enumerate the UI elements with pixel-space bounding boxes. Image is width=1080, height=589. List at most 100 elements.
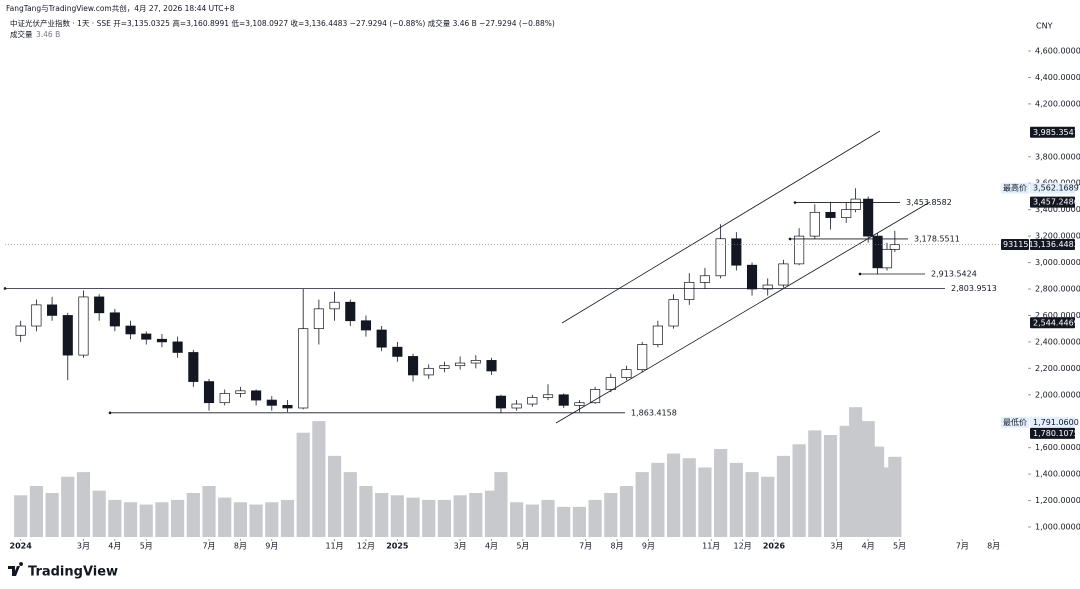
candle-body: [188, 352, 199, 382]
candle-body: [746, 264, 758, 290]
y-tick-label: 4,200.0000: [1035, 99, 1080, 108]
y-tick-label: 3,400.0000: [1035, 205, 1080, 214]
volume-bar: [218, 497, 232, 537]
candle-body: [889, 244, 900, 250]
candle-body: [794, 235, 805, 265]
volume-bar: [745, 472, 759, 537]
x-tick-label: 8月: [987, 542, 1000, 551]
y-tick-label: 3,200.0000: [1035, 232, 1080, 241]
candle-body: [652, 325, 663, 345]
volume-bar: [186, 492, 200, 537]
candle-body: [94, 296, 105, 314]
candle-body: [15, 325, 26, 336]
candle-body: [731, 238, 742, 266]
candle-body: [470, 360, 481, 364]
volume-bar: [108, 499, 122, 537]
candle-body: [345, 301, 356, 322]
volume-bar: [849, 407, 863, 537]
candle-body: [574, 402, 585, 406]
price-line-anchor: [3, 287, 7, 290]
volume-bar: [327, 455, 342, 537]
x-tick-label: 8月: [611, 542, 624, 551]
logo: TradingView: [8, 562, 118, 580]
y-tick-label: 2,600.0000: [1035, 311, 1080, 320]
price-line-anchor: [108, 411, 112, 415]
volume-bar: [714, 448, 728, 537]
candle-body: [219, 393, 230, 404]
candle-body: [605, 377, 616, 390]
volume-bar: [588, 499, 602, 537]
candle-body: [684, 282, 695, 300]
volume-value: 3.46 B: [36, 30, 60, 39]
candle-body: [558, 394, 569, 406]
channel-upper: [561, 130, 881, 324]
volume-bar: [61, 476, 75, 537]
candle-body: [668, 299, 679, 327]
y-tick-label: 1,200.0000: [1035, 496, 1080, 505]
volume-bar: [525, 504, 539, 537]
candle-body: [78, 296, 89, 356]
badge-tag-label: 931151: [1003, 240, 1034, 249]
volume-bar: [76, 472, 91, 537]
y-tick-label: 1,000.0000: [1035, 523, 1080, 532]
volume-bar: [635, 472, 649, 537]
x-tick-label: 9月: [642, 542, 655, 551]
volume-bar: [572, 506, 586, 537]
badge-tag-label: 最低价: [1003, 417, 1027, 427]
y-tick-label: 3,800.0000: [1035, 152, 1080, 161]
x-tick-label: 7月: [579, 542, 592, 551]
candle-body: [376, 329, 387, 348]
x-tick-label: 5月: [893, 542, 906, 551]
volume-bar: [280, 499, 295, 537]
candle-body: [542, 394, 554, 398]
candle-body: [47, 304, 58, 316]
volume-bar: [557, 506, 571, 537]
volume-bar: [92, 490, 106, 537]
volume-bar: [604, 492, 618, 537]
candle-body: [511, 403, 522, 409]
x-tick-label: 12月: [357, 542, 375, 551]
volume-bar: [698, 467, 712, 537]
candle-body: [637, 344, 648, 371]
volume-bar: [202, 486, 216, 537]
badge-tag: [1001, 239, 1029, 251]
candle-body: [778, 263, 789, 286]
volume-bar: [541, 499, 555, 537]
candle-body: [762, 284, 773, 290]
candle-body: [392, 346, 403, 357]
candle-body: [235, 390, 246, 394]
x-tick-label: 11月: [325, 542, 343, 551]
badge-tag-label: 最高价: [1003, 183, 1027, 193]
x-tick-label: 5月: [516, 542, 529, 551]
volume-bar: [312, 421, 326, 537]
y-tick-label: 1,400.0000: [1035, 470, 1080, 479]
candle-body: [298, 328, 309, 409]
volume-bar: [343, 472, 357, 537]
y-tick-label: 2,000.0000: [1035, 390, 1080, 399]
y-tick-label: 3,000.0000: [1035, 258, 1080, 267]
candle-body: [863, 198, 874, 237]
candle-body: [455, 362, 466, 367]
price-badge: [1030, 317, 1075, 329]
y-tick-label: 4,600.0000: [1035, 47, 1080, 56]
currency: CNY: [1036, 22, 1053, 31]
price-line-anchor: [788, 237, 792, 241]
y-tick-label: 2,400.0000: [1035, 337, 1080, 346]
x-tick-label: 2024: [10, 542, 33, 551]
x-tick-label: 3月: [77, 542, 90, 551]
volume-bar: [233, 502, 248, 537]
y-tick-label: 2,800.0000: [1035, 285, 1080, 294]
price-badge-label: 1,791.0600: [1033, 418, 1079, 427]
volume-bar: [406, 497, 420, 537]
candle-body: [841, 209, 852, 218]
price-badge: [1030, 239, 1075, 251]
volume-bar: [29, 486, 43, 537]
plot: [14, 188, 902, 537]
price-badge-label: 1,780.1075: [1033, 429, 1079, 438]
x-tick-label: 8月: [234, 542, 247, 551]
price-badge: [1030, 196, 1075, 208]
y-tick-label: 2,200.0000: [1035, 364, 1080, 373]
candle-body: [407, 356, 419, 376]
price-line-label: 3,178.5511: [914, 234, 960, 243]
